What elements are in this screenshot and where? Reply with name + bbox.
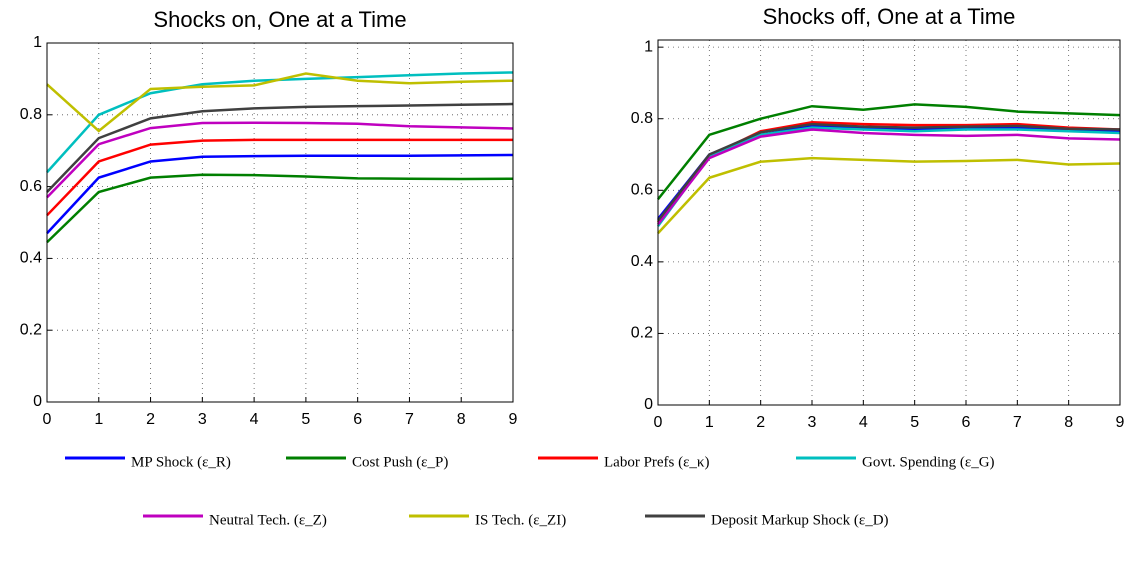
x-tick-label: 5 <box>910 414 919 431</box>
series-line <box>657 156 1121 235</box>
legend-label: Govt. Spending (ε_G) <box>862 454 995 470</box>
y-tick-label: 1 <box>644 38 653 55</box>
legend-label: MP Shock (ε_R) <box>131 454 231 470</box>
x-tick-label: 8 <box>1064 414 1073 431</box>
x-tick-label: 9 <box>1116 414 1125 431</box>
x-tick-label: 0 <box>43 411 52 428</box>
legend-label: Deposit Markup Shock (ε_D) <box>711 512 889 528</box>
x-tick-label: 8 <box>457 411 466 428</box>
series-line <box>657 122 1121 222</box>
x-tick-label: 0 <box>654 414 663 431</box>
legend-label: Labor Prefs (ε_κ) <box>604 454 710 470</box>
x-tick-label: 5 <box>301 411 310 428</box>
series-line <box>656 126 1121 227</box>
chart-title: Shocks off, One at a Time <box>763 4 1016 29</box>
y-tick-label: 1 <box>33 34 42 51</box>
series-line <box>46 121 514 199</box>
y-tick-label: 0.4 <box>631 253 653 270</box>
x-tick-label: 6 <box>962 414 971 431</box>
x-tick-label: 9 <box>509 411 518 428</box>
chart-title: Shocks on, One at a Time <box>153 7 406 32</box>
y-tick-label: 0.6 <box>631 182 653 199</box>
x-tick-label: 1 <box>94 411 103 428</box>
series-line <box>46 138 513 217</box>
y-tick-label: 0.2 <box>631 325 653 342</box>
plot-frame <box>46 42 514 403</box>
x-tick-label: 7 <box>1013 414 1022 431</box>
y-tick-label: 0 <box>33 393 42 410</box>
x-tick-label: 2 <box>146 411 155 428</box>
series-line <box>46 72 514 133</box>
x-tick-label: 2 <box>756 414 765 431</box>
x-tick-label: 4 <box>859 414 868 431</box>
y-tick-label: 0.2 <box>20 321 42 338</box>
plot-frame <box>657 39 1121 406</box>
x-tick-label: 1 <box>705 414 714 431</box>
y-tick-label: 0.6 <box>20 178 42 195</box>
x-tick-label: 3 <box>198 411 207 428</box>
y-tick-label: 0.4 <box>20 250 42 267</box>
legend-label: Neutral Tech. (ε_Z) <box>209 512 327 528</box>
series-line <box>46 102 514 193</box>
legend-label: Cost Push (ε_P) <box>352 454 448 470</box>
series-line <box>46 173 514 244</box>
x-tick-label: 3 <box>808 414 817 431</box>
series-line <box>46 153 514 235</box>
x-tick-label: 4 <box>250 411 259 428</box>
series-line <box>657 103 1121 201</box>
series-line <box>657 128 1121 226</box>
legend-label: IS Tech. (ε_ZI) <box>475 512 566 528</box>
y-tick-label: 0.8 <box>631 110 653 127</box>
y-tick-label: 0 <box>644 396 653 413</box>
y-tick-label: 0.8 <box>20 106 42 123</box>
x-tick-label: 7 <box>405 411 414 428</box>
x-tick-label: 6 <box>353 411 362 428</box>
